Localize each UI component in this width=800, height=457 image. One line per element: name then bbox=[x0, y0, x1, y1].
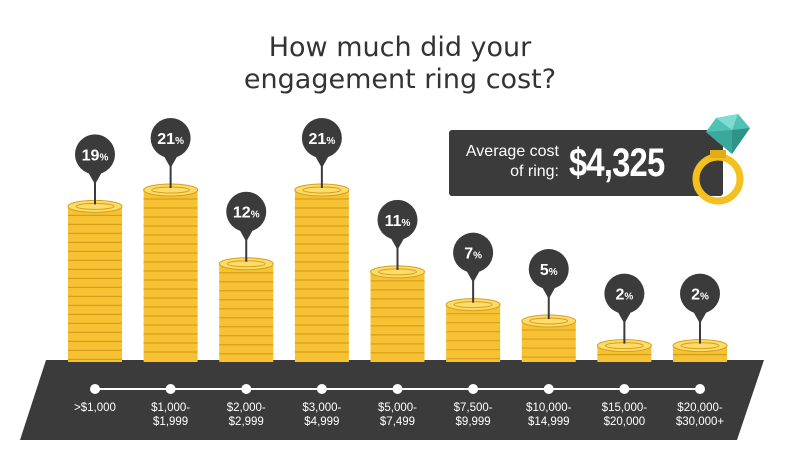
average-label-line-1: Average cost bbox=[465, 143, 559, 160]
data-label-unit-1: % bbox=[175, 136, 184, 147]
coin-stack-2 bbox=[219, 263, 274, 362]
category-label-line: $30,000+ bbox=[676, 416, 725, 428]
title-line-2: engagement ring cost? bbox=[243, 64, 557, 95]
pin-head-0 bbox=[75, 134, 115, 175]
category-label-6: $10,000- $14,999 bbox=[526, 402, 572, 428]
data-label-unit-3: % bbox=[326, 136, 335, 147]
data-label-value-7: 2 bbox=[615, 287, 624, 304]
category-label-line: $7,499 bbox=[380, 416, 415, 428]
category-label-2: $2,000- $2,999 bbox=[227, 402, 266, 428]
axis-dot-7 bbox=[619, 384, 630, 394]
data-label-4: 11% bbox=[385, 213, 411, 230]
data-label-value-6: 5 bbox=[540, 262, 549, 279]
bar-8: 2% $20,000- $30,000+ bbox=[672, 273, 728, 428]
category-label-line: $20,000 bbox=[604, 416, 646, 428]
data-label-6: 5% bbox=[540, 262, 558, 279]
category-label-line: $7,500- bbox=[454, 402, 493, 414]
pin-head-7 bbox=[604, 273, 645, 314]
base-band bbox=[20, 360, 764, 440]
chart-marks: 19% >$1,000 21% $1,000- $1,999 12% $2,000- $2,9… bbox=[67, 118, 728, 428]
coin-stack-6 bbox=[521, 321, 576, 362]
data-label-unit-7: % bbox=[624, 292, 633, 303]
coin-stack-0 bbox=[68, 206, 122, 362]
ring-icon bbox=[692, 114, 750, 205]
data-label-0: 19% bbox=[82, 147, 109, 164]
data-label-value-2: 12 bbox=[233, 205, 251, 222]
category-label-line: $2,000- bbox=[227, 402, 266, 414]
average-cost-value: $4,325 bbox=[569, 141, 665, 185]
average-cost-label: Average cost of ring: bbox=[449, 142, 559, 182]
bar-4: 11% $5,000- $7,499 bbox=[370, 199, 425, 428]
category-label-7: $15,000- $20,000 bbox=[602, 402, 648, 428]
data-label-value-5: 7 bbox=[464, 246, 473, 263]
pin-head-1 bbox=[150, 118, 191, 158]
axis-dot-0 bbox=[90, 384, 100, 394]
average-cost-box: Average cost of ring: $4,325 bbox=[449, 130, 723, 196]
category-label-line: $20,000- bbox=[677, 402, 723, 414]
axis-dot-5 bbox=[468, 384, 479, 394]
data-label-unit-4: % bbox=[402, 218, 411, 229]
category-label-1: $1,000- $1,999 bbox=[151, 402, 190, 428]
data-label-value-4: 11 bbox=[385, 213, 402, 230]
bar-1: 21% $1,000- $1,999 bbox=[143, 118, 199, 428]
pin-head-8 bbox=[680, 273, 720, 314]
data-label-unit-6: % bbox=[549, 267, 558, 278]
axis-dot-4 bbox=[392, 384, 403, 394]
category-label-line: $5,000- bbox=[378, 402, 417, 414]
data-label-7: 2% bbox=[615, 287, 633, 304]
category-label-line: $9,999 bbox=[456, 416, 491, 428]
category-label-line: $3,000- bbox=[302, 402, 341, 414]
category-label-line: $1,000- bbox=[151, 402, 190, 414]
data-label-unit-0: % bbox=[99, 152, 108, 163]
bar-0: 19% >$1,000 bbox=[67, 134, 123, 414]
category-label-3: $3,000- $4,999 bbox=[302, 402, 341, 428]
title-line-1: How much did your bbox=[268, 32, 532, 63]
pin-head-5 bbox=[453, 232, 494, 273]
category-label-line: $1,999 bbox=[153, 416, 188, 428]
category-label-5: $7,500- $9,999 bbox=[454, 402, 493, 428]
bar-2: 12% $2,000- $2,999 bbox=[218, 191, 274, 428]
bar-3: 21% $3,000- $4,999 bbox=[294, 118, 350, 428]
average-label-line-2: of ring: bbox=[510, 163, 559, 180]
pin-head-2 bbox=[226, 191, 267, 232]
pin-head-3 bbox=[301, 118, 342, 158]
axis-dot-8 bbox=[695, 384, 705, 394]
data-label-8: 2% bbox=[691, 287, 709, 304]
category-label-line: $10,000- bbox=[526, 402, 572, 414]
category-label-line: $14,999 bbox=[528, 416, 570, 428]
data-label-value-8: 2 bbox=[691, 287, 700, 304]
data-label-2: 12% bbox=[233, 205, 260, 222]
data-label-1: 21% bbox=[157, 131, 184, 148]
data-label-unit-2: % bbox=[251, 210, 260, 221]
category-label-line: $4,999 bbox=[304, 416, 339, 428]
axis-dot-1 bbox=[165, 384, 176, 394]
data-label-unit-8: % bbox=[700, 292, 709, 303]
category-label-4: $5,000- $7,499 bbox=[378, 402, 417, 428]
axis-dot-3 bbox=[316, 384, 327, 394]
category-label-line: >$1,000 bbox=[74, 402, 116, 414]
data-label-3: 21% bbox=[309, 131, 336, 148]
bar-5: 7% $7,500- $9,999 bbox=[445, 232, 501, 428]
axis-dot-2 bbox=[241, 384, 252, 394]
data-label-value-3: 21 bbox=[309, 131, 327, 148]
data-label-5: 7% bbox=[464, 246, 482, 263]
pin-head-6 bbox=[528, 249, 569, 290]
bar-6: 5% $10,000- $14,999 bbox=[521, 249, 577, 428]
coin-stack-1 bbox=[143, 190, 198, 362]
category-label-0: >$1,000 bbox=[74, 402, 116, 414]
bar-7: 2% $15,000- $20,000 bbox=[596, 273, 652, 428]
coin-stack-3 bbox=[294, 190, 349, 362]
data-label-value-0: 19 bbox=[82, 147, 100, 164]
data-label-value-1: 21 bbox=[157, 131, 175, 148]
category-label-8: $20,000- $30,000+ bbox=[676, 402, 725, 428]
chart-title: How much did your engagement ring cost? bbox=[180, 32, 620, 96]
pin-head-4 bbox=[377, 199, 418, 240]
category-label-line: $15,000- bbox=[602, 402, 648, 414]
axis-dot-6 bbox=[543, 384, 554, 394]
data-label-unit-5: % bbox=[473, 251, 482, 262]
category-label-line: $2,999 bbox=[229, 416, 264, 428]
